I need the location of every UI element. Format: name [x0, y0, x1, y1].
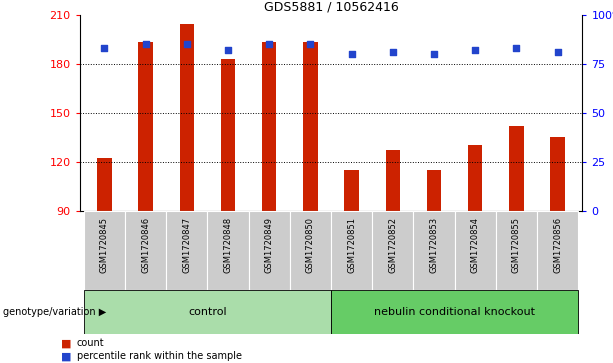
- Bar: [97, 158, 112, 211]
- Bar: [550, 137, 565, 211]
- Text: control: control: [188, 307, 227, 317]
- Text: GSM1720847: GSM1720847: [182, 217, 191, 273]
- Bar: [413, 211, 455, 290]
- Text: GSM1720854: GSM1720854: [471, 217, 480, 273]
- Bar: [166, 211, 207, 290]
- Point: [264, 41, 274, 47]
- Bar: [427, 170, 441, 211]
- Point: [182, 41, 192, 47]
- Point: [347, 51, 357, 57]
- Bar: [345, 170, 359, 211]
- Bar: [331, 290, 578, 334]
- Bar: [303, 42, 318, 211]
- Point: [553, 49, 563, 55]
- Title: GDS5881 / 10562416: GDS5881 / 10562416: [264, 0, 398, 13]
- Bar: [537, 211, 578, 290]
- Text: GSM1720850: GSM1720850: [306, 217, 315, 273]
- Text: GSM1720856: GSM1720856: [553, 217, 562, 273]
- Text: GSM1720852: GSM1720852: [388, 217, 397, 273]
- Bar: [331, 211, 372, 290]
- Point: [99, 45, 109, 51]
- Bar: [84, 290, 331, 334]
- Bar: [249, 211, 290, 290]
- Bar: [125, 211, 166, 290]
- Bar: [509, 126, 524, 211]
- Bar: [207, 211, 249, 290]
- Bar: [468, 145, 482, 211]
- Point: [511, 45, 521, 51]
- Text: GSM1720846: GSM1720846: [141, 217, 150, 273]
- Point: [141, 41, 151, 47]
- Point: [305, 41, 315, 47]
- Text: GSM1720849: GSM1720849: [265, 217, 274, 273]
- Text: GSM1720845: GSM1720845: [100, 217, 109, 273]
- Text: GSM1720855: GSM1720855: [512, 217, 521, 273]
- Bar: [455, 211, 496, 290]
- Point: [429, 51, 439, 57]
- Bar: [139, 42, 153, 211]
- Point: [223, 47, 233, 53]
- Text: GSM1720851: GSM1720851: [347, 217, 356, 273]
- Text: ■: ■: [61, 338, 72, 348]
- Text: nebulin conditional knockout: nebulin conditional knockout: [374, 307, 535, 317]
- Text: GSM1720848: GSM1720848: [224, 217, 232, 273]
- Bar: [372, 211, 413, 290]
- Bar: [180, 24, 194, 211]
- Bar: [386, 150, 400, 211]
- Bar: [496, 211, 537, 290]
- Text: percentile rank within the sample: percentile rank within the sample: [77, 351, 242, 361]
- Bar: [290, 211, 331, 290]
- Text: ■: ■: [61, 351, 72, 361]
- Bar: [84, 211, 125, 290]
- Bar: [221, 58, 235, 211]
- Text: count: count: [77, 338, 104, 348]
- Text: genotype/variation ▶: genotype/variation ▶: [3, 307, 106, 317]
- Bar: [262, 42, 276, 211]
- Point: [388, 49, 398, 55]
- Text: GSM1720853: GSM1720853: [430, 217, 438, 273]
- Point: [470, 47, 480, 53]
